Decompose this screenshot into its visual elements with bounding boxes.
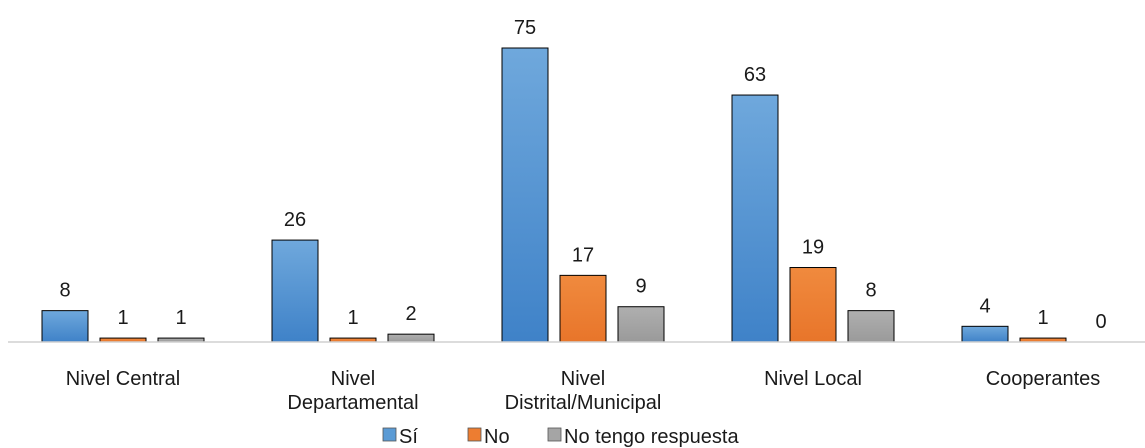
- legend-swatch: [467, 427, 482, 442]
- data-label: 17: [572, 244, 594, 266]
- bar: [789, 267, 837, 343]
- legend-swatch: [547, 427, 562, 442]
- data-label: 8: [59, 280, 70, 302]
- bar: [847, 310, 895, 343]
- bar: [961, 325, 1009, 343]
- data-label: 75: [514, 17, 536, 39]
- bar: [501, 47, 549, 343]
- legend-label: Sí: [399, 426, 418, 448]
- category-label: Cooperantes: [986, 368, 1101, 390]
- category-labels-group: Nivel Central Nivel Departamental Nivel Dist…: [66, 368, 1101, 414]
- bar: [559, 274, 607, 343]
- data-label: 19: [802, 237, 824, 259]
- data-label: 4: [979, 295, 990, 317]
- legend-swatch: [382, 427, 397, 442]
- data-label: 1: [175, 307, 186, 329]
- bars-group: [41, 47, 1067, 343]
- category-label: Nivel Distrital/Municipal: [505, 368, 662, 414]
- category-label: Nivel Departamental: [287, 368, 418, 414]
- legend-label: No tengo respuesta: [564, 426, 739, 448]
- value-labels-group: 8 1 1 26 1 2 75 17 9 63 19 8 4 1 0: [59, 17, 1106, 333]
- data-label: 1: [1037, 307, 1048, 329]
- category-label: Nivel Central: [66, 368, 180, 390]
- data-label: 1: [347, 307, 358, 329]
- bar: [387, 333, 435, 343]
- category-label: Nivel Local: [764, 368, 862, 390]
- data-label: 9: [635, 276, 646, 298]
- data-label: 26: [284, 209, 306, 231]
- data-label: 8: [865, 280, 876, 302]
- data-label: 1: [117, 307, 128, 329]
- data-label: 0: [1095, 311, 1106, 333]
- bar: [41, 310, 89, 343]
- bar: [731, 94, 779, 343]
- bar: [617, 306, 665, 343]
- data-label: 63: [744, 64, 766, 86]
- legend-label: No: [484, 426, 510, 448]
- data-label: 2: [405, 303, 416, 325]
- legend: Sí No No tengo respuesta: [382, 426, 739, 448]
- bar: [271, 239, 319, 343]
